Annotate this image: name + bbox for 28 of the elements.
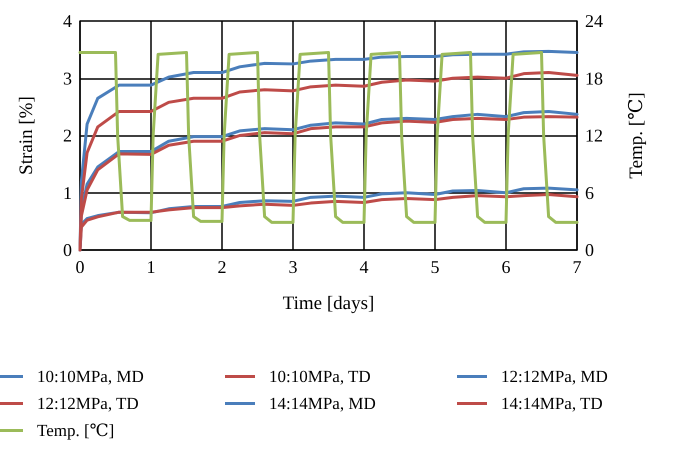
y2-axis-title: Temp. [℃] (626, 92, 647, 179)
x-tick-label: 2 (218, 257, 226, 277)
legend-label: 10:10MPa, TD (269, 367, 371, 386)
legend-label: 14:14MPa, MD (269, 394, 376, 413)
y-tick-label: 1 (63, 182, 72, 203)
y-tick-label: 0 (63, 240, 72, 260)
x-tick-label: 4 (360, 257, 368, 277)
x-tick-label: 1 (146, 257, 156, 277)
y2-tick-label: 12 (585, 126, 603, 146)
y2-tick-label: 6 (585, 182, 594, 203)
y2-tick-label: 0 (585, 240, 594, 260)
y-tick-label: 3 (63, 68, 72, 88)
x-tick-label: 7 (572, 257, 582, 277)
y-axis-title: Strain [%] (16, 96, 37, 175)
x-tick-label: 3 (288, 257, 298, 277)
legend-label: 12:12MPa, MD (501, 367, 608, 386)
legend-label: Temp. [℃] (37, 421, 114, 440)
y-tick-label: 2 (63, 126, 72, 146)
y2-tick-label: 18 (585, 68, 603, 88)
x-tick-label: 0 (76, 257, 84, 277)
x-axis-title: Time [days] (282, 293, 374, 314)
y2-tick-label: 24 (585, 11, 603, 31)
legend-label: 14:14MPa, TD (501, 394, 603, 413)
legend-label: 12:12MPa, TD (37, 394, 139, 413)
legend-label: 10:10MPa, MD (37, 367, 144, 386)
x-tick-label: 5 (430, 257, 440, 277)
x-tick-label: 6 (502, 257, 510, 277)
y-tick-label: 4 (63, 11, 72, 31)
